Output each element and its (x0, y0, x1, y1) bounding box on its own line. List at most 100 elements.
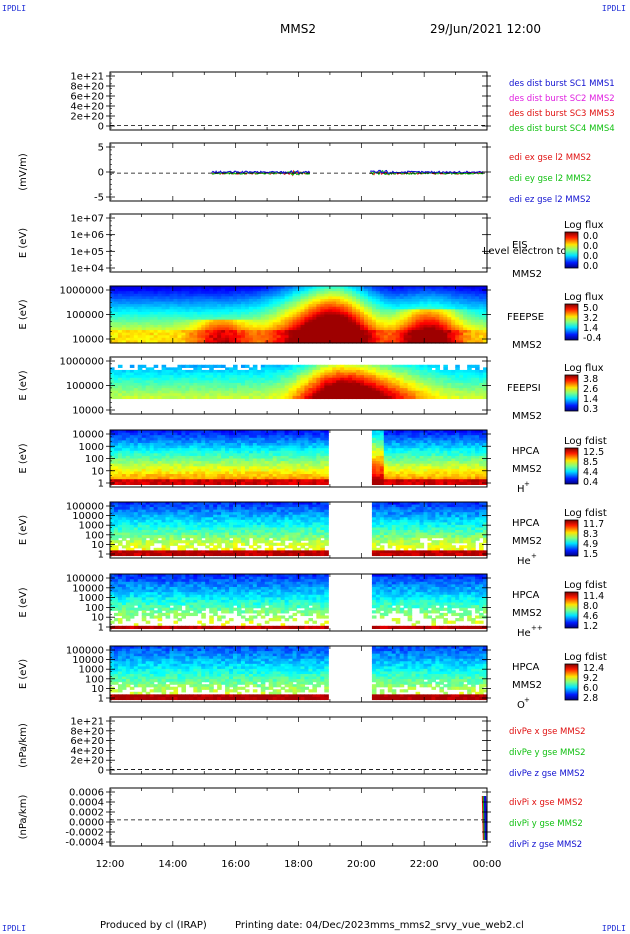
spectrogram-cell (395, 364, 401, 368)
spectrogram-cell (233, 369, 238, 374)
spectrogram-cell (185, 296, 190, 300)
spectrogram-cell (145, 463, 151, 467)
spectrogram-cell (113, 319, 119, 323)
spectrogram-cell (387, 332, 393, 336)
spectrogram-cell (141, 293, 147, 297)
spectrogram-cell (407, 481, 413, 486)
spectrogram-cell (272, 375, 278, 379)
spectrogram-cell (399, 340, 405, 344)
spectrogram-cell (399, 304, 405, 308)
spectrogram-cell (407, 393, 413, 397)
spectrogram-cell (383, 322, 389, 326)
spectrogram-cell (411, 367, 417, 371)
spectrogram-cell (256, 304, 262, 308)
spectrogram-cell (233, 332, 238, 336)
spectrogram-cell (316, 317, 321, 321)
spectrogram-cell (256, 324, 262, 329)
spectrogram-cell (205, 288, 210, 292)
spectrogram-cell (153, 385, 159, 389)
spectrogram-cell (248, 367, 254, 371)
spectrogram-cell (411, 372, 417, 376)
spectrogram-cell (411, 369, 417, 374)
spectrogram-cell (177, 442, 183, 447)
spectrogram-cell (308, 324, 313, 329)
spectrogram-cell (447, 372, 452, 376)
spectrogram-cell (221, 293, 226, 297)
spectrogram-cell (125, 471, 131, 475)
spectrogram-cell (189, 479, 194, 483)
spectrogram-cell (189, 317, 194, 321)
spectrogram-cell (360, 369, 365, 374)
spectrogram-cell (471, 327, 476, 331)
spectrogram-cell (181, 463, 186, 467)
spectrogram-cell (248, 481, 254, 486)
spectrogram-cell (177, 380, 183, 384)
spectrogram-cell (165, 471, 171, 475)
spectrogram-cell (419, 304, 425, 308)
spectrogram-cell (229, 293, 234, 297)
spectrogram-cell (344, 372, 349, 376)
spectrogram-cell (252, 481, 258, 486)
spectrogram-cell (110, 340, 115, 344)
spectrogram-cell (244, 377, 250, 381)
spectrogram-cell (475, 395, 480, 400)
spectrogram-cell (256, 327, 262, 331)
spectrogram-cell (280, 286, 286, 290)
spectrogram-cell (387, 309, 393, 313)
spectrogram-cell (459, 332, 464, 336)
spectrogram-cell (447, 291, 452, 295)
spectrogram-cell (193, 301, 198, 305)
spectrogram-cell (459, 382, 464, 387)
spectrogram-cell (352, 377, 357, 381)
spectrogram-cell (141, 340, 147, 344)
spectrogram-cell (475, 311, 480, 316)
spectrogram-cell (149, 327, 155, 331)
spectrogram-cell (363, 314, 369, 318)
spectrogram-cell (371, 332, 377, 336)
spectrogram-cell (316, 332, 321, 336)
spectrogram-cell (197, 291, 202, 295)
spectrogram-cell (320, 324, 325, 329)
spectrogram-cell (240, 369, 246, 374)
spectrogram-cell (455, 377, 460, 381)
spectrogram-cell (225, 385, 230, 389)
spectrogram-cell (185, 445, 190, 449)
spectrogram-cell (423, 337, 429, 342)
spectrogram-cell (272, 335, 278, 339)
spectrogram-cell (141, 296, 147, 300)
spectrogram-cell (157, 445, 163, 449)
spectrogram-cell (431, 380, 437, 384)
spectrogram-cell (387, 380, 393, 384)
spectrogram-cell (288, 301, 294, 305)
spectrogram-cell (371, 395, 377, 400)
spectrogram-cell (264, 288, 270, 292)
spectrogram-cell (264, 309, 270, 313)
spectrogram-cell (272, 332, 278, 336)
spectrogram-cell (451, 327, 456, 331)
spectrogram-cell (129, 385, 135, 389)
spectrogram-cell (177, 330, 183, 334)
spectrogram-cell (475, 332, 480, 336)
spectrogram-cell (296, 327, 302, 331)
spectrogram-cell (217, 380, 222, 384)
spectrogram-cell (395, 311, 401, 316)
spectrogram-cell (185, 301, 190, 305)
spectrogram-cell (439, 319, 444, 323)
spectrogram-cell (403, 390, 409, 394)
spectrogram-cell (272, 382, 278, 387)
spectrogram-cell (391, 395, 397, 400)
spectrogram-cell (475, 388, 480, 392)
spectrogram-cell (236, 388, 242, 392)
spectrogram-cell (229, 296, 234, 300)
spectrogram-cell (427, 332, 433, 336)
spectrogram-cell (113, 301, 119, 305)
spectrogram-cell (300, 288, 306, 292)
spectrogram-cell (133, 327, 139, 331)
spectrogram-cell (193, 476, 198, 480)
spectrogram-cell (280, 335, 286, 339)
spectrogram-cell (391, 322, 397, 326)
spectrogram-cell (117, 479, 123, 483)
spectrogram-cell (145, 304, 151, 308)
spectrogram-cell (423, 332, 429, 336)
spectrogram-cell (125, 450, 131, 454)
